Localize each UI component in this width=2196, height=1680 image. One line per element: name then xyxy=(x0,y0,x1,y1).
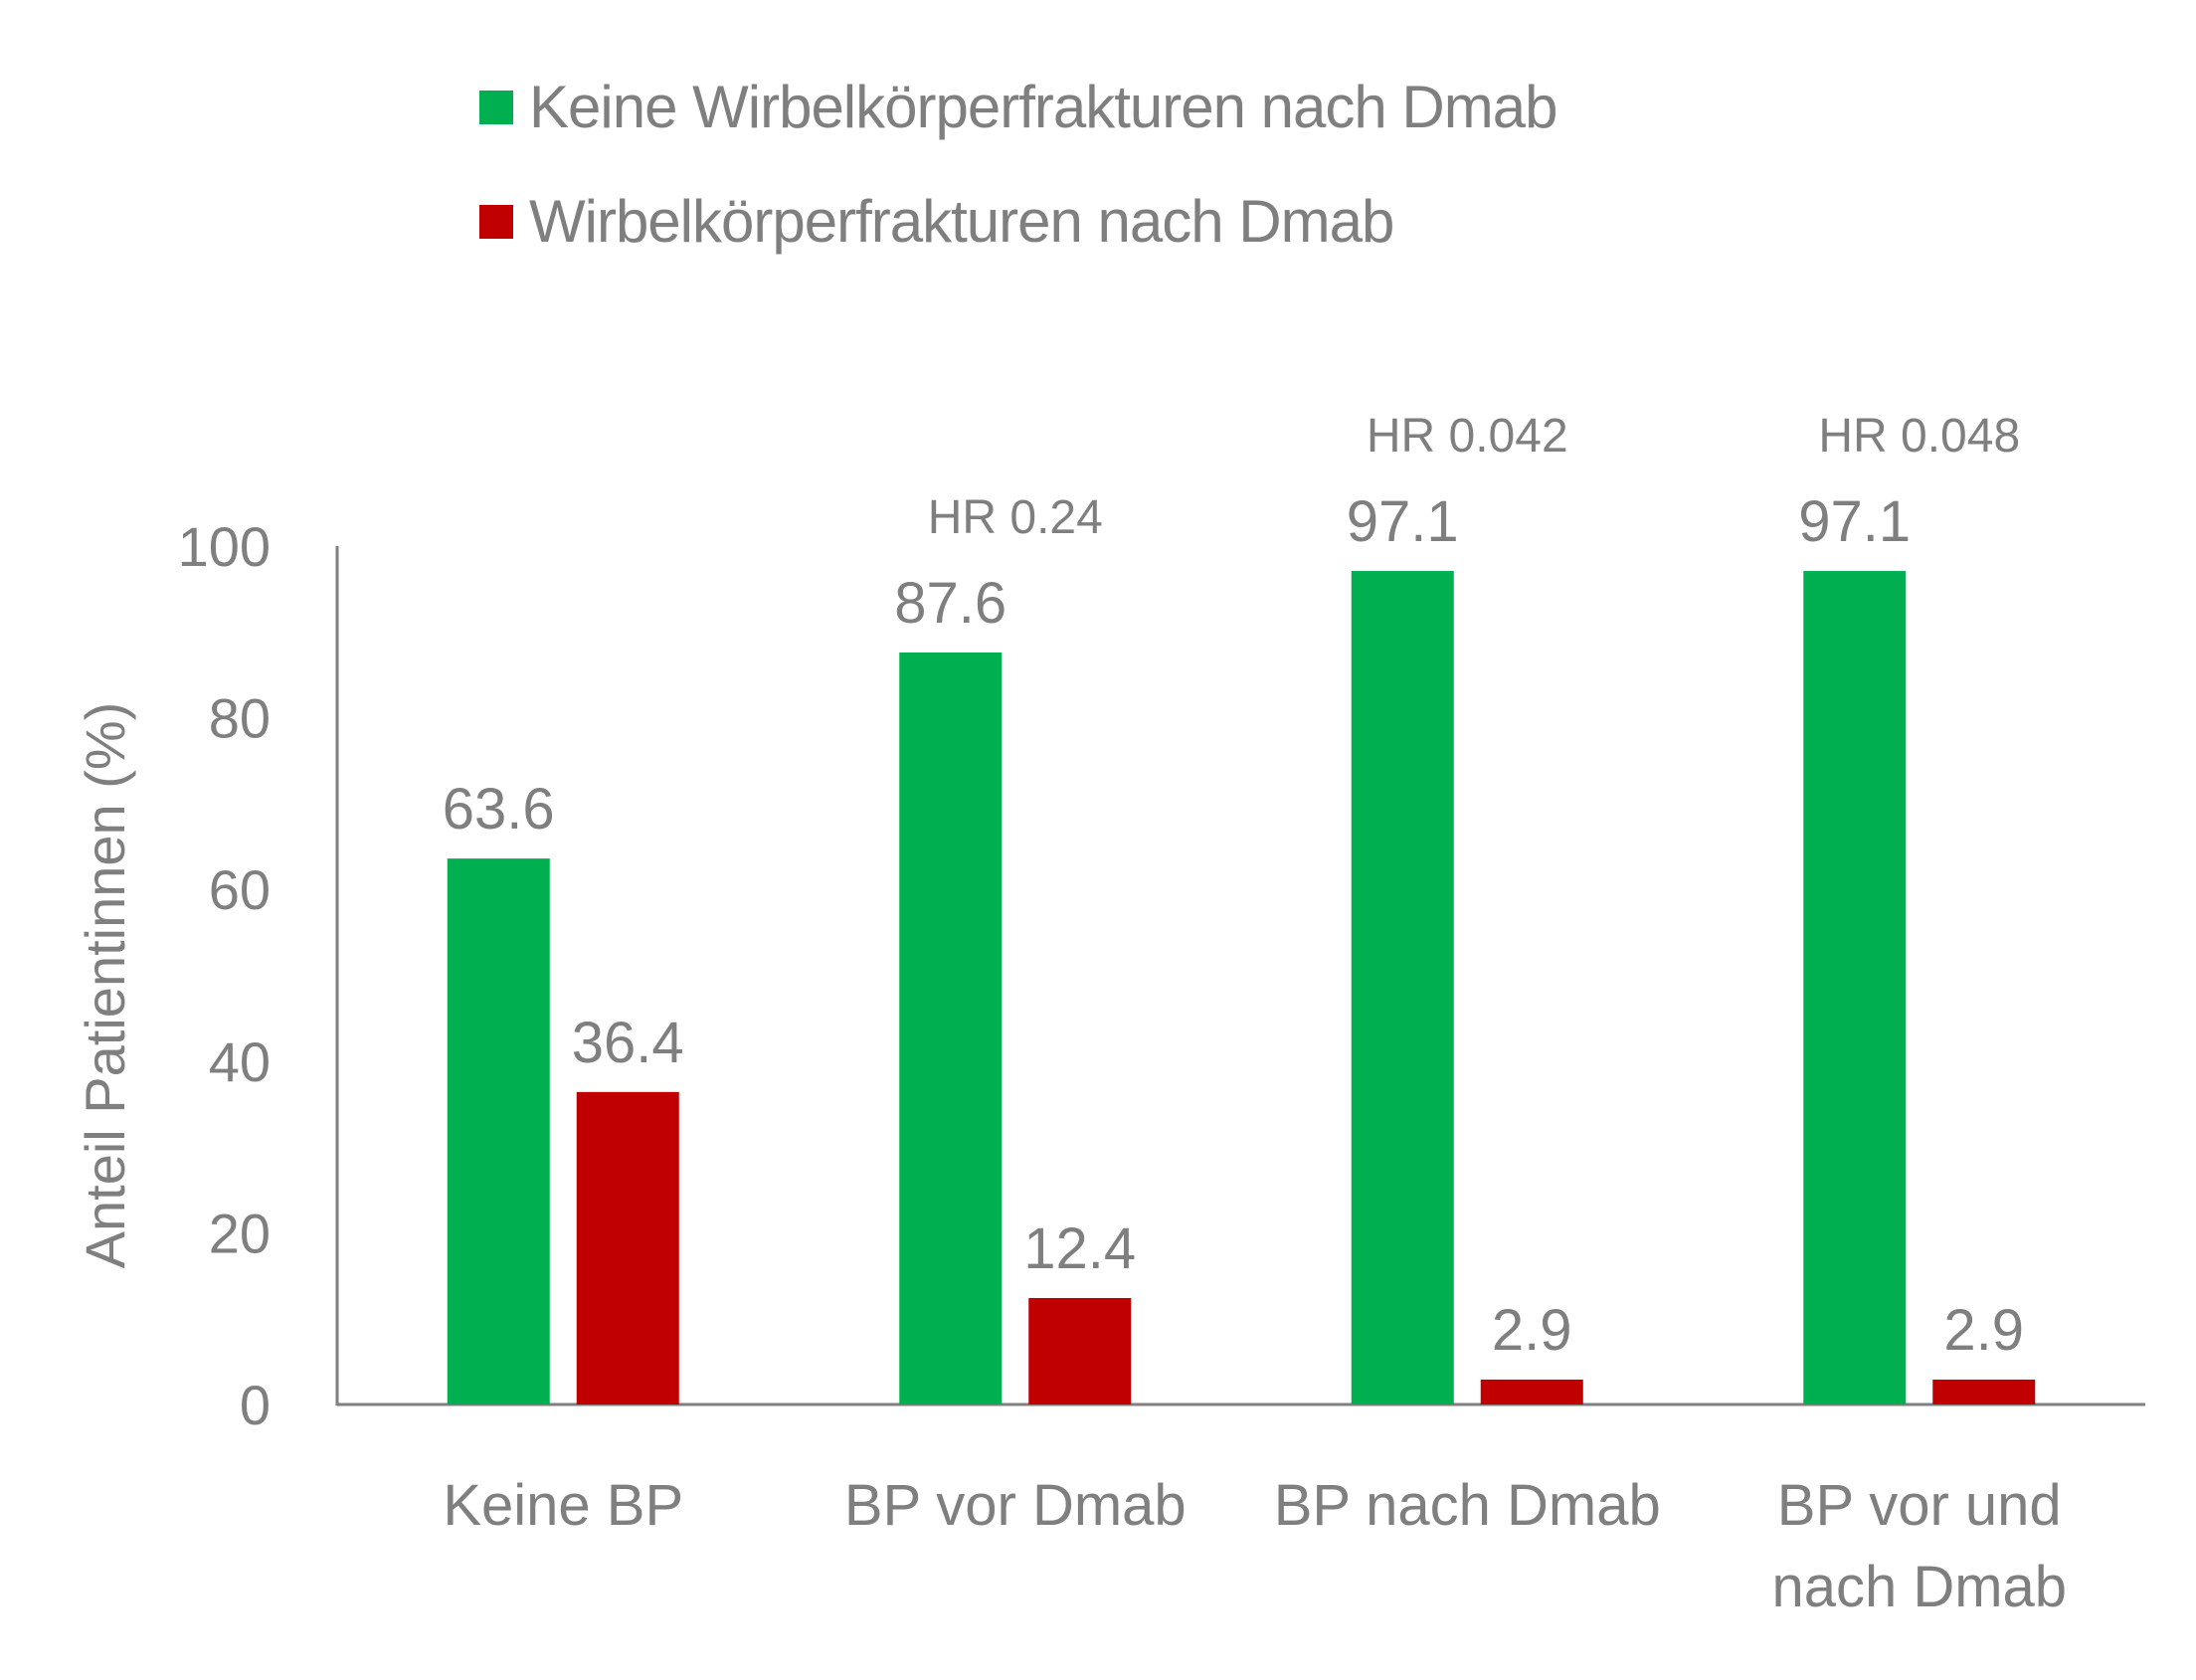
legend-label: Keine Wirbelkörperfrakturen nach Dmab xyxy=(529,74,1557,140)
legend-label: Wirbelkörperfrakturen nach Dmab xyxy=(529,188,1394,255)
x-category-label: BP nach Dmab xyxy=(1274,1473,1661,1538)
data-label: 97.1 xyxy=(1347,489,1459,554)
legend-item-fracture: Wirbelkörperfrakturen nach Dmab xyxy=(479,164,1556,279)
legend-item-no-fracture: Keine Wirbelkörperfrakturen nach Dmab xyxy=(479,50,1557,164)
data-label: 12.4 xyxy=(1023,1216,1136,1281)
data-label: 2.9 xyxy=(1492,1298,1572,1363)
bar-no-fracture xyxy=(899,653,1003,1404)
bar-no-fracture xyxy=(1803,571,1907,1404)
legend-swatch-red xyxy=(479,204,513,239)
data-label: 2.9 xyxy=(1943,1298,2024,1363)
y-tick-label: 60 xyxy=(209,858,271,921)
data-label: 97.1 xyxy=(1798,489,1911,554)
hazard-ratio-annotation: HR 0.048 xyxy=(1818,410,2020,463)
bar-no-fracture xyxy=(447,858,550,1404)
x-category-label: nach Dmab xyxy=(1771,1555,2067,1619)
legend-swatch-green xyxy=(479,90,513,124)
bar-fracture xyxy=(1480,1379,1583,1404)
y-tick-label: 20 xyxy=(209,1202,271,1264)
bars xyxy=(447,571,2036,1404)
hazard-ratio-annotation: HR 0.24 xyxy=(928,491,1103,544)
data-label: 63.6 xyxy=(443,777,555,841)
y-tick-label: 0 xyxy=(240,1374,271,1436)
x-category-label: BP vor und xyxy=(1777,1473,2062,1538)
bar-fracture xyxy=(1028,1297,1132,1404)
y-tick-label: 80 xyxy=(209,687,271,750)
data-label: 36.4 xyxy=(572,1011,684,1075)
legend: Keine Wirbelkörperfrakturen nach Dmab Wi… xyxy=(479,50,1557,279)
hazard-ratio-annotation: HR 0.042 xyxy=(1367,410,1568,463)
y-tick-label: 40 xyxy=(209,1030,271,1093)
x-category-label: Keine BP xyxy=(443,1473,683,1538)
bar-fracture xyxy=(1932,1379,2036,1404)
data-label: 87.6 xyxy=(894,571,1006,636)
y-tick-label: 100 xyxy=(178,515,271,578)
x-category-label: BP vor Dmab xyxy=(844,1473,1187,1538)
bar-no-fracture xyxy=(1351,571,1454,1404)
bar-fracture xyxy=(576,1091,679,1404)
labels: 63.6 36.4 Keine BP 87.6 12.4 HR 0.24 BP vor Dm… xyxy=(443,410,2067,1619)
y-axis-title: Anteil Patientinnen (%) xyxy=(74,702,136,1269)
